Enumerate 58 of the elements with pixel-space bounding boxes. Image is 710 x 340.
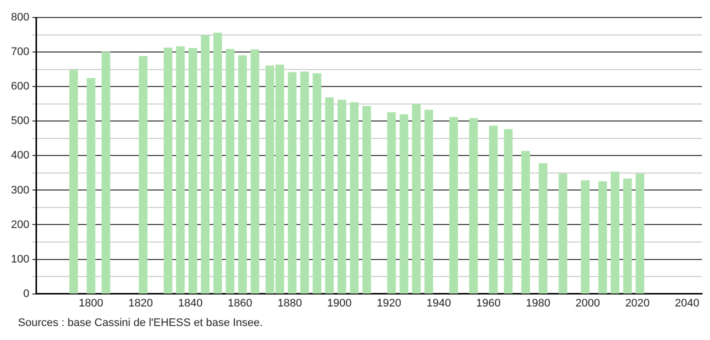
y-tick-label: 300	[10, 184, 30, 196]
bar	[636, 174, 644, 294]
y-tick-label: 600	[10, 80, 30, 93]
source-note: Sources : base Cassini de l'EHESS et base Insee.	[18, 317, 264, 329]
y-tick-label: 0	[23, 288, 30, 300]
x-tick-label: 2040	[674, 297, 700, 310]
y-tick-label: 800	[10, 12, 30, 24]
bar	[325, 97, 334, 294]
bar	[350, 102, 359, 294]
x-tick-label: 2020	[625, 297, 650, 310]
bar	[538, 163, 548, 294]
bar	[424, 110, 434, 294]
bar	[102, 52, 110, 294]
bar	[623, 178, 632, 294]
bar	[312, 73, 322, 294]
bar	[164, 48, 172, 294]
bar	[213, 32, 222, 294]
bar	[238, 55, 247, 294]
bar	[188, 48, 198, 294]
bar	[226, 49, 234, 294]
bar	[469, 118, 478, 294]
x-tick-label: 1900	[327, 297, 352, 310]
x-tick-label: 1920	[376, 297, 402, 310]
y-tick-label: 200	[10, 218, 30, 231]
bar	[288, 72, 297, 294]
x-tick-label: 1980	[526, 297, 550, 310]
x-tick-label: 1800	[78, 297, 104, 310]
bar	[200, 35, 210, 294]
bar	[86, 78, 96, 294]
y-tick-label: 100	[10, 253, 30, 266]
y-tick-label: 400	[10, 150, 30, 162]
bar	[504, 129, 513, 294]
bar	[69, 70, 78, 294]
y-tick-label: 500	[10, 115, 30, 128]
x-tick-label: 1820	[128, 297, 153, 310]
bar	[521, 150, 530, 294]
bar	[300, 71, 309, 294]
x-tick-label: 1860	[228, 297, 252, 310]
bar	[338, 100, 346, 294]
x-tick-label: 1940	[426, 297, 451, 310]
bar	[489, 126, 498, 294]
bar	[412, 104, 421, 294]
bar	[580, 180, 590, 294]
x-tick-label: 1960	[476, 297, 501, 310]
x-tick-label: 1880	[277, 297, 302, 310]
y-tick-label: 700	[10, 46, 30, 58]
bar	[449, 117, 458, 294]
bar	[250, 49, 260, 294]
x-tick-label: 1840	[178, 297, 203, 310]
bar	[138, 56, 148, 294]
bar	[387, 112, 396, 294]
bar	[610, 172, 620, 294]
bar	[558, 174, 568, 294]
x-tick-label: 2000	[576, 297, 600, 310]
bar	[598, 181, 607, 294]
bar	[362, 106, 372, 294]
bar	[176, 46, 185, 294]
bar	[400, 114, 408, 294]
